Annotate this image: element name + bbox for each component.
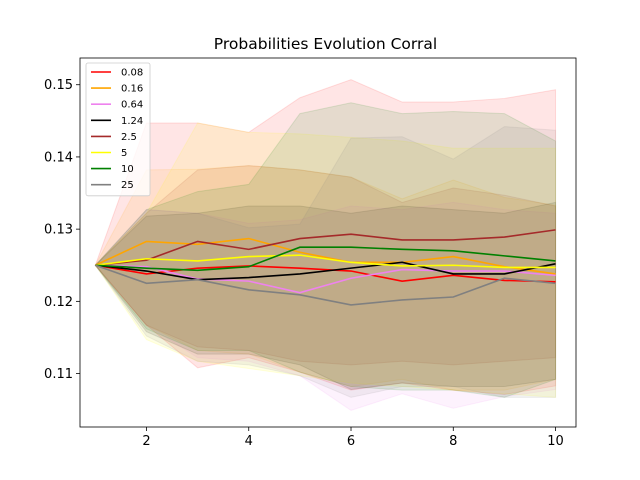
series-line-10 [95, 246, 556, 272]
band-0.64 [94, 201, 557, 411]
y-tick-label: 0.15 [44, 78, 73, 93]
series-lines [95, 229, 556, 306]
band-5 [94, 122, 557, 398]
x-tick-label: 8 [449, 434, 457, 449]
legend-label-1.24: 1.24 [121, 116, 143, 127]
legend: 0.08 0.16 0.64 1.24 2.5 5 10 25 [85, 62, 151, 197]
series-line-0.16 [95, 237, 556, 275]
legend-box [85, 62, 151, 197]
x-axis: 2 4 6 8 10 [142, 427, 564, 449]
series-line-25 [95, 264, 556, 306]
series-line-0.64 [95, 264, 556, 294]
series-line-2.5 [95, 229, 556, 267]
x-tick-label: 2 [142, 434, 150, 449]
legend-label-10: 10 [121, 164, 134, 175]
x-tick-label: 10 [547, 434, 564, 449]
y-tick-label: 0.14 [44, 150, 73, 165]
band-0.16 [94, 165, 557, 391]
x-tick-label: 4 [245, 434, 253, 449]
band-1.24 [94, 201, 557, 390]
legend-label-0.08: 0.08 [121, 68, 143, 79]
series-line-1.24 [95, 261, 556, 281]
legend-label-0.16: 0.16 [121, 84, 143, 95]
legend-label-5: 5 [121, 148, 127, 159]
chart-title: Probabilities Evolution Corral [214, 35, 437, 53]
legend-label-2.5: 2.5 [121, 132, 137, 143]
series-line-5 [95, 254, 556, 269]
y-tick-label: 0.12 [44, 295, 73, 310]
y-tick-label: 0.13 [44, 223, 73, 238]
x-tick-label: 6 [347, 434, 355, 449]
axes-frame [79, 57, 577, 428]
confidence-bands [94, 79, 557, 411]
legend-label-0.64: 0.64 [121, 100, 143, 111]
series-line-0.08 [95, 264, 556, 283]
y-axis: 0.11 0.12 0.13 0.14 0.15 [44, 78, 80, 382]
legend-label-25: 25 [121, 180, 134, 191]
y-tick-label: 0.11 [44, 367, 73, 382]
